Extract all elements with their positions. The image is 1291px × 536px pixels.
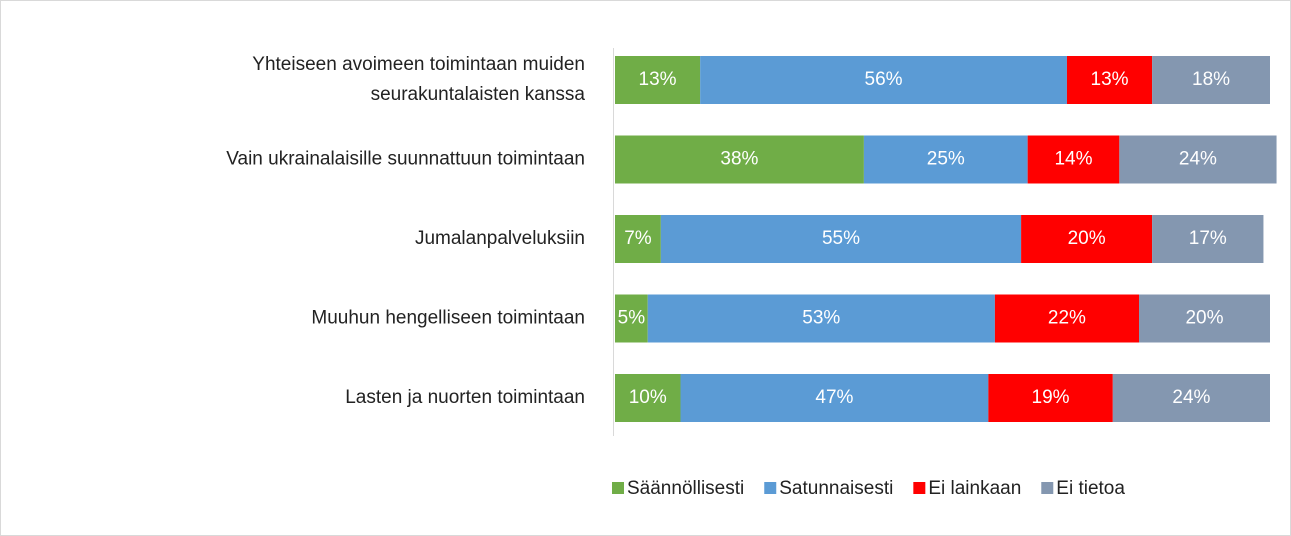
bar-segment <box>863 135 1028 184</box>
bar-segment <box>700 56 1067 104</box>
value-label: 10% <box>629 387 667 408</box>
value-label: 20% <box>1068 228 1106 249</box>
value-label: 47% <box>815 387 853 408</box>
bar-segment <box>660 215 1022 263</box>
value-label: 38% <box>720 149 758 170</box>
value-label: 13% <box>1091 69 1129 90</box>
category-label: Vain ukrainalaisille suunnattuun toimint… <box>226 149 585 170</box>
legend-label: Satunnaisesti <box>779 478 893 499</box>
value-label: 55% <box>822 228 860 249</box>
bar-segment <box>647 294 995 343</box>
bar-segment <box>1021 215 1153 263</box>
value-label: 25% <box>927 149 965 170</box>
category-label: Yhteiseen avoimeen toimintaan muiden seur… <box>252 54 585 105</box>
bar-segment <box>615 215 661 263</box>
bar-segment <box>1152 215 1264 263</box>
value-label: 14% <box>1054 149 1092 170</box>
bar-segment <box>1027 135 1120 184</box>
value-label: 24% <box>1172 387 1210 408</box>
value-label: 20% <box>1185 308 1223 329</box>
bar-segment <box>680 374 989 422</box>
legend-label: Säännöllisesti <box>627 478 744 499</box>
legend-label: Ei lainkaan <box>928 478 1021 499</box>
bar-segment <box>615 294 648 343</box>
value-label: 56% <box>865 69 903 90</box>
value-label: 13% <box>639 69 677 90</box>
value-label: 7% <box>624 228 652 249</box>
legend-swatch <box>612 482 624 494</box>
bar-segment <box>988 374 1113 422</box>
bar-segment <box>1066 56 1153 104</box>
bar-segment <box>1112 374 1270 422</box>
bar-segment <box>1139 294 1270 343</box>
category-label: Lasten ja nuorten toimintaan <box>345 387 585 408</box>
legend-swatch <box>764 482 777 494</box>
bar-segment <box>994 294 1139 343</box>
legend-swatch <box>1041 482 1054 494</box>
bar-segment <box>1119 135 1277 184</box>
bar-segment <box>1152 56 1270 104</box>
category-label: Muuhun hengelliseen toimintaan <box>311 308 585 329</box>
value-label: 22% <box>1048 308 1086 329</box>
bar-segment <box>615 374 681 422</box>
legend-swatch <box>913 482 926 494</box>
bar-segment <box>615 135 864 184</box>
value-label: 53% <box>802 308 840 329</box>
value-label: 17% <box>1189 228 1227 249</box>
category-label: Jumalanpalveluksiin <box>415 228 585 249</box>
legend-label: Ei tietoa <box>1056 478 1125 499</box>
value-label: 18% <box>1192 69 1230 90</box>
value-label: 19% <box>1032 387 1070 408</box>
value-label: 5% <box>618 308 646 329</box>
bar-segment <box>615 56 701 104</box>
value-label: 24% <box>1179 149 1217 170</box>
